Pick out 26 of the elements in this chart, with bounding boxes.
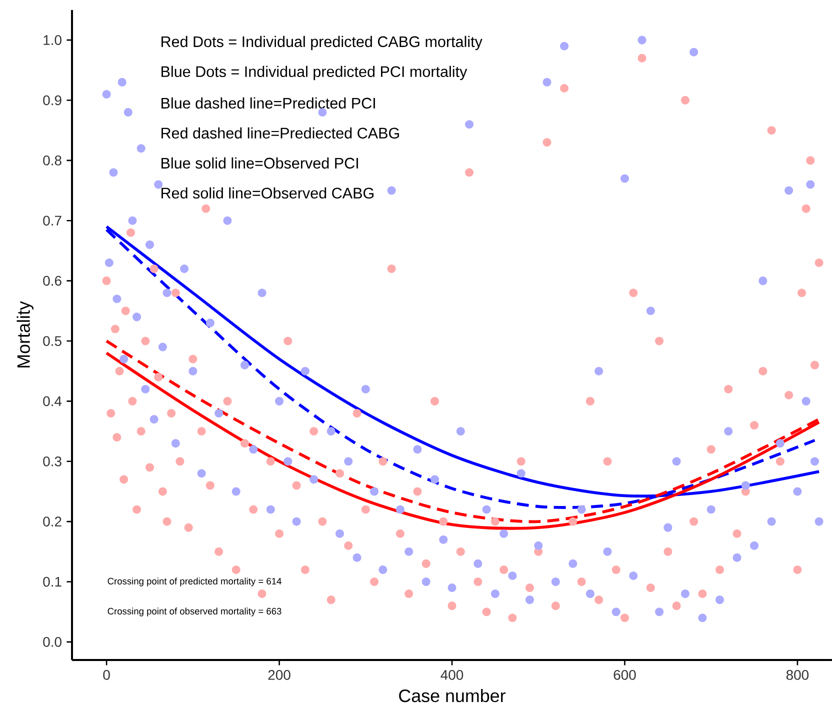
y-tick-label: 0.7 xyxy=(43,216,62,226)
y-axis-title: Mortality xyxy=(16,301,34,368)
annotation: Red dashed line=Prediected CABG xyxy=(162,127,399,139)
annotation: Red solid line=Observed CABG xyxy=(162,187,374,199)
annotation: Blue Dots = Individual predicted PCI mortality xyxy=(162,66,468,80)
annotation: Blue solid line=Observed PCI xyxy=(162,157,358,169)
annotation: Blue dashed line=Predicted PCI xyxy=(162,97,375,109)
y-tick-label: 1.0 xyxy=(44,35,62,46)
annotation: Crossing point of predicted mortality = 614 xyxy=(108,578,282,586)
y-tick-label: 0.6 xyxy=(43,276,62,286)
y-tick-label: 0.8 xyxy=(43,156,62,166)
y-tick-label: 0.9 xyxy=(43,95,62,106)
y-tick-label: 0.0 xyxy=(43,637,62,647)
x-tick-label: 600 xyxy=(614,670,636,680)
y-tick-label: 0.1 xyxy=(43,576,62,587)
x-axis-title: Case number xyxy=(399,688,506,702)
annotation: Crossing point of observed mortality = 663 xyxy=(108,608,282,616)
annotation: Red Dots = Individual predicted CABG mortality xyxy=(162,36,482,50)
y-tick-label: 0.3 xyxy=(43,456,62,466)
x-tick-label: 400 xyxy=(440,670,464,680)
x-tick-label: 200 xyxy=(268,670,290,680)
y-tick-label: 0.4 xyxy=(43,396,62,406)
x-tick-label: 0 xyxy=(103,670,110,680)
y-tick-label: 0.2 xyxy=(43,516,62,527)
x-tick-label: 800 xyxy=(786,670,809,680)
y-tick-label: 0.5 xyxy=(43,336,62,346)
